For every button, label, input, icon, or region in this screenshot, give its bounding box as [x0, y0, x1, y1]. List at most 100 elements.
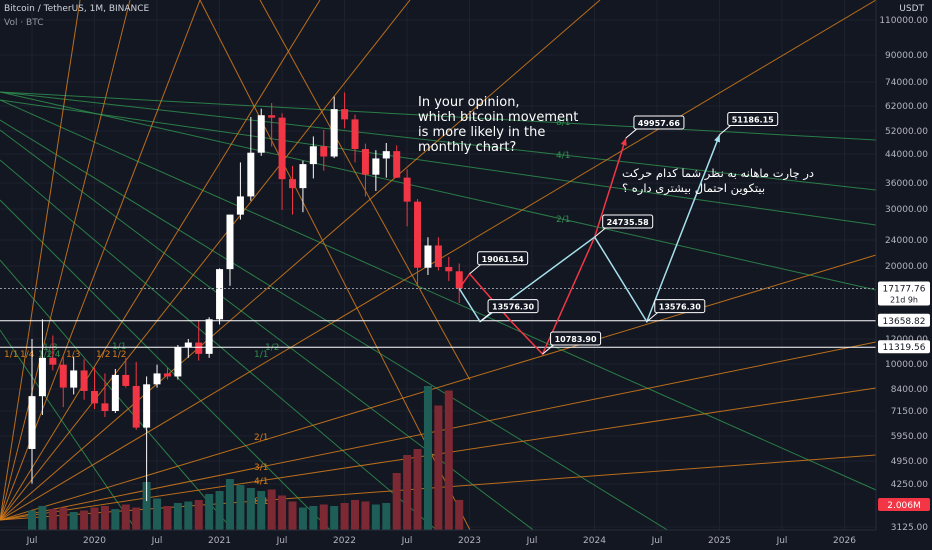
y-tick-label: 7150.00 — [891, 407, 928, 417]
candle-body — [393, 151, 401, 178]
x-tick-label: Jul — [526, 536, 538, 546]
y-tick-label: 44000.00 — [885, 150, 928, 160]
volume-bar — [455, 499, 464, 530]
scenario-line — [458, 137, 627, 356]
volume-bars — [28, 386, 464, 530]
question-en-line: is more likely in the — [418, 125, 545, 140]
x-tick-label: Jul — [651, 536, 663, 546]
volume-bar — [267, 489, 276, 530]
y-tick-label: 36000.00 — [885, 179, 928, 189]
gann-label: 1/2 — [112, 350, 126, 360]
candle-body — [372, 158, 380, 175]
candle-body — [226, 214, 234, 270]
y-tick-label: 30000.00 — [885, 205, 928, 215]
candle-body — [195, 342, 203, 354]
gann-label: 1/1 — [4, 350, 18, 360]
candle-body — [414, 201, 422, 268]
candle-body — [289, 179, 296, 189]
callout-box — [487, 299, 539, 314]
y-tick-label: 4950.00 — [891, 457, 928, 467]
scenario-arrowhead — [620, 137, 627, 146]
callout-label: 10783.90 — [555, 335, 597, 344]
price-badge: 13658.82 — [878, 313, 930, 327]
gann-label: 1/1 — [254, 350, 268, 360]
gann-label: 1/8 — [43, 343, 58, 353]
x-tick-label: 2024 — [583, 536, 606, 546]
candle-body — [205, 319, 213, 354]
scale-currency: USDT — [899, 4, 924, 14]
candle-body — [236, 196, 244, 215]
candle-body — [351, 119, 359, 149]
volume-bar — [194, 500, 203, 530]
y-tick-label: 52000.00 — [885, 127, 928, 137]
candle-body — [122, 374, 130, 386]
y-tick-label: 110000.00 — [879, 16, 928, 26]
candle-body — [153, 373, 161, 385]
gann-label: 1/4 — [46, 350, 61, 360]
y-tick-label: 24000.00 — [885, 236, 928, 246]
volume-bar — [59, 507, 68, 530]
volume-bar — [215, 491, 224, 530]
price-lines — [0, 287, 876, 348]
callout-pointer — [479, 311, 493, 322]
volume-bar — [205, 494, 214, 530]
gann-label: 3/1 — [254, 463, 268, 473]
volume-bar — [184, 501, 193, 530]
gann-label: 2/1 — [254, 433, 268, 443]
gann-label: 2/1 — [556, 215, 570, 225]
callout-pointer — [719, 124, 733, 135]
x-tick-label: Jul — [776, 536, 788, 546]
price-callout: 49957.66 — [625, 115, 685, 139]
price-badge-value: 11319.56 — [883, 343, 926, 353]
candle-body — [330, 109, 338, 157]
candle-body — [91, 390, 99, 404]
price-badge-bg — [878, 498, 930, 511]
volume-bar — [361, 501, 370, 530]
x-tick-label: 2020 — [83, 536, 106, 546]
candle-body — [174, 347, 182, 377]
price-scale: 110000.00 90000.00 74000.00 62000.00 52000.0… — [875, 0, 932, 550]
price-badge: 2.006M — [878, 498, 930, 511]
price-scale-bg — [876, 0, 932, 550]
volume-bar — [319, 504, 328, 530]
callout-box — [602, 214, 654, 229]
candle-body — [59, 364, 67, 388]
y-tick-label: 5950.00 — [891, 432, 928, 442]
volume-bar — [309, 506, 318, 530]
volume-bar — [340, 503, 349, 530]
price-badge-bg — [878, 313, 930, 327]
price-callout: 51186.15 — [719, 112, 779, 135]
candle-body — [299, 164, 307, 189]
y-tick-label: 20000.00 — [885, 262, 928, 272]
candle-body — [101, 403, 109, 412]
volume-bar — [28, 510, 36, 530]
y-tick-label: 10000.00 — [885, 360, 928, 370]
gann-label: 1/2 — [96, 350, 110, 360]
price-badge-value: 17177.76 — [883, 284, 926, 294]
volume-bar — [132, 507, 141, 530]
candle-body — [424, 245, 432, 268]
candle-body — [111, 374, 119, 412]
question-fa-line: در چارت ماهانه به نظر شما کدام حرکت — [622, 166, 814, 181]
candle-body — [320, 146, 328, 157]
volume-bar — [80, 510, 89, 530]
gann-label: 1/3 — [66, 350, 80, 360]
candle-body — [28, 396, 36, 449]
callout-box — [633, 115, 685, 130]
fan-line — [0, 0, 601, 521]
volume-bar — [413, 449, 422, 530]
volume-bar — [163, 506, 172, 530]
fan-line — [0, 129, 561, 550]
scenario-arrowhead — [714, 134, 720, 143]
fan-line — [0, 91, 877, 141]
question-en-line: which bitcoin movement — [418, 110, 578, 125]
callout-pointer — [542, 343, 555, 355]
volume-bar — [351, 500, 360, 530]
chart-title: Bitcoin / TetherUS, 1M, BINANCE — [4, 4, 150, 14]
callout-pointer — [625, 127, 639, 139]
price-callout: 13576.30 — [479, 299, 539, 322]
callout-label: 49957.66 — [638, 119, 680, 128]
volume-bar — [382, 503, 391, 530]
